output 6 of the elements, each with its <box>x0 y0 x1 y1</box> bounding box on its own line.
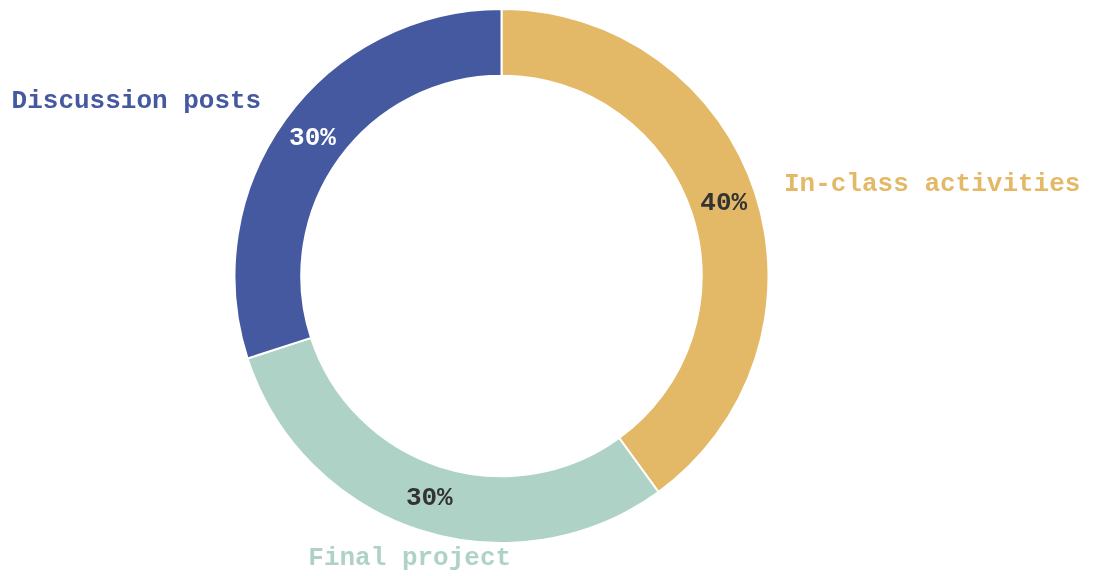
slice-label: In-class activities <box>783 168 1081 199</box>
data-label: 30% <box>289 123 337 154</box>
data-label: 40% <box>700 188 748 219</box>
slice-label: Discussion posts <box>11 85 262 116</box>
slice-label: Final project <box>308 543 512 574</box>
data-label: 30% <box>405 482 454 513</box>
